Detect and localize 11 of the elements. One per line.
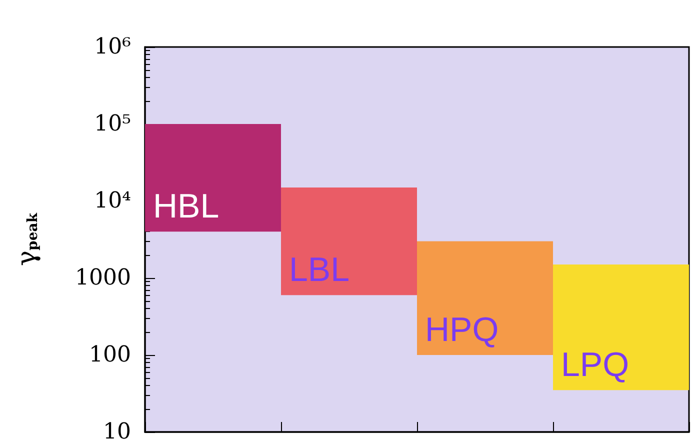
x-tick-label: LPQ [561,346,630,384]
y-tick-label: 10⁴ [94,188,132,214]
y-tick-label: 10⁵ [94,112,131,136]
y-tick-label: 10⁶ [94,34,132,60]
y-tick-label: 10 [103,420,131,444]
y-tick-label: 100 [89,342,131,368]
y-axis-title: γpeak [12,212,42,266]
x-tick-label: HBL [153,188,220,226]
x-tick-label: HPQ [425,311,499,349]
x-tick-label: LBL [289,251,350,290]
y-tick-label: 1000 [75,266,131,290]
